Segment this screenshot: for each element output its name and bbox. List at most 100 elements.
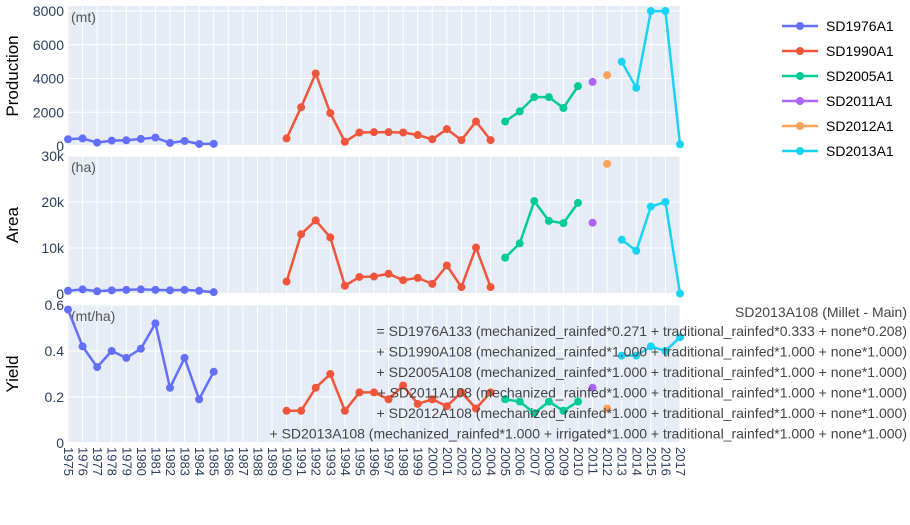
data-point-SD2011A1 [588, 218, 597, 227]
data-point-SD1976A1 [64, 305, 72, 314]
data-point-SD1990A1 [399, 276, 408, 285]
unit-label: (ha) [71, 159, 96, 175]
x-tick-label: 1981 [148, 447, 163, 476]
data-point-SD1976A1 [180, 136, 189, 145]
data-point-SD2005A1 [574, 198, 582, 207]
x-tick-label: 2014 [629, 447, 644, 476]
data-point-SD1990A1 [428, 279, 437, 288]
data-point-SD1990A1 [370, 128, 378, 137]
y-tick-label: 0.2 [45, 389, 65, 405]
legend-marker [796, 72, 804, 80]
data-point-SD1990A1 [355, 272, 364, 281]
unit-label: (mt) [71, 9, 96, 25]
unit-label: (mt/ha) [71, 308, 115, 324]
data-point-SD1976A1 [136, 134, 145, 143]
x-tick-label: 1989 [265, 447, 280, 476]
x-tick-label: 1979 [119, 447, 134, 476]
annotation-line: + SD1990A108 (mechanized_rainfed*1.000 +… [377, 344, 907, 360]
data-point-SD1990A1 [326, 109, 335, 118]
data-point-SD1976A1 [122, 285, 131, 294]
data-point-SD2005A1 [515, 107, 524, 116]
y-tick-label: 0 [56, 435, 64, 451]
legend-marker [796, 97, 804, 105]
data-point-SD1976A1 [78, 342, 87, 351]
x-tick-label: 2008 [542, 447, 557, 476]
data-point-SD1990A1 [340, 137, 349, 146]
data-point-SD2005A1 [501, 117, 510, 126]
annotation-line: = SD1976A133 (mechanized_rainfed*0.271 +… [377, 323, 907, 339]
y-tick-label: 10k [41, 240, 65, 256]
data-point-SD1990A1 [355, 128, 364, 137]
data-point-SD2013A1 [617, 57, 626, 66]
legend-label: SD2011A1 [826, 93, 893, 109]
data-point-SD1990A1 [370, 388, 378, 397]
x-tick-label: 2012 [600, 447, 615, 476]
data-point-SD2013A1 [632, 246, 641, 255]
x-tick-label: 1985 [207, 447, 222, 476]
x-tick-label: 2002 [454, 447, 469, 476]
y-tick-label: 8000 [33, 3, 64, 19]
data-point-SD1976A1 [209, 367, 218, 376]
data-point-SD1976A1 [151, 319, 160, 328]
y-tick-label: 4000 [33, 71, 64, 87]
x-tick-label: 2003 [469, 447, 484, 476]
legend-marker [796, 22, 804, 30]
data-point-SD2013A1 [632, 83, 641, 92]
x-tick-label: 1983 [178, 447, 193, 476]
data-point-SD2013A1 [676, 333, 684, 342]
data-point-SD1976A1 [166, 286, 174, 295]
data-point-SD2005A1 [530, 197, 539, 206]
y-tick-label: 0.4 [45, 343, 65, 359]
x-tick-label: 2000 [425, 447, 440, 476]
data-point-SD2011A1 [588, 383, 597, 392]
data-point-SD1976A1 [166, 383, 174, 392]
x-tick-label: 2011 [586, 447, 601, 475]
data-point-SD2005A1 [515, 397, 524, 406]
data-point-SD1976A1 [195, 395, 204, 404]
data-point-SD1990A1 [472, 117, 480, 126]
data-point-SD1990A1 [413, 273, 422, 282]
data-point-SD2005A1 [501, 253, 510, 262]
data-point-SD1990A1 [370, 272, 378, 281]
data-point-SD1990A1 [442, 402, 451, 411]
x-tick-label: 2015 [644, 447, 659, 476]
data-point-SD1990A1 [486, 136, 495, 145]
data-point-SD1990A1 [311, 69, 320, 78]
x-tick-label: 1994 [338, 447, 353, 476]
data-point-SD1990A1 [297, 103, 306, 112]
y-tick-label: 6000 [33, 37, 64, 53]
data-point-SD1990A1 [457, 283, 466, 292]
legend-label: SD2013A1 [826, 143, 894, 159]
x-tick-label: 2017 [673, 447, 688, 476]
data-point-SD2013A1 [661, 198, 670, 206]
x-tick-label: 1995 [352, 447, 367, 476]
data-point-SD1976A1 [78, 134, 87, 143]
data-point-SD1990A1 [428, 135, 437, 144]
annotation-line: + SD2013A108 (mechanized_rainfed*1.000 +… [270, 426, 907, 442]
data-point-SD1990A1 [384, 128, 393, 137]
annotation-title: SD2013A108 (Millet - Main) [735, 304, 907, 320]
data-point-SD1990A1 [413, 131, 422, 140]
data-point-SD1976A1 [180, 353, 189, 362]
data-point-SD2005A1 [574, 82, 582, 91]
x-tick-label: 2004 [484, 447, 499, 476]
data-point-SD2013A1 [646, 342, 655, 351]
x-tick-label: 1991 [294, 447, 309, 476]
data-point-SD1990A1 [384, 395, 393, 404]
y-tick-label: 0 [56, 138, 64, 154]
data-point-SD1976A1 [136, 344, 145, 353]
data-point-SD2012A1 [603, 159, 612, 168]
x-tick-label: 1992 [309, 447, 324, 476]
data-point-SD1990A1 [413, 399, 422, 408]
x-tick-label: 1990 [280, 447, 295, 476]
data-point-SD1990A1 [384, 269, 393, 278]
data-point-SD1976A1 [78, 285, 87, 294]
data-point-SD1976A1 [195, 139, 204, 148]
data-point-SD1976A1 [180, 285, 189, 294]
data-point-SD1976A1 [93, 138, 102, 147]
data-point-SD2005A1 [544, 397, 553, 406]
x-tick-label: 1976 [76, 447, 91, 476]
x-tick-label: 1982 [163, 447, 178, 476]
data-point-SD1990A1 [399, 128, 408, 137]
